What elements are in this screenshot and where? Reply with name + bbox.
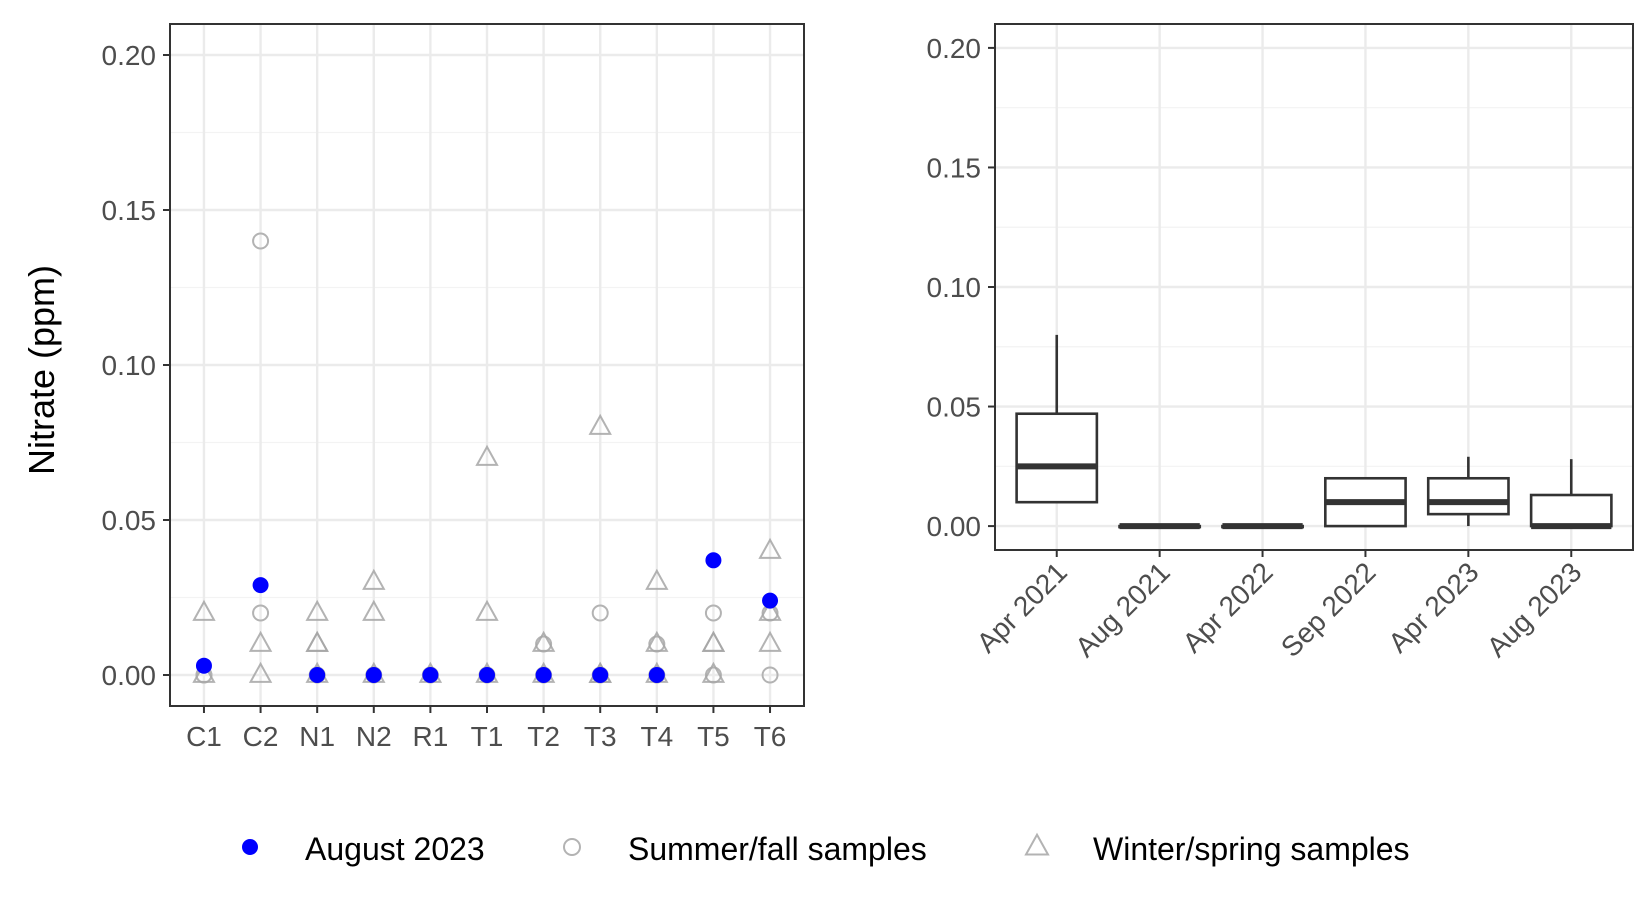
winter-point xyxy=(248,630,273,652)
x-tick-label: Apr 2022 xyxy=(1177,556,1279,658)
x-tick-label: N2 xyxy=(356,721,392,752)
y-axis-label: Nitrate (ppm) xyxy=(21,265,62,475)
august-point xyxy=(479,667,495,683)
legend-label: August 2023 xyxy=(305,831,485,867)
winter-point xyxy=(588,413,612,435)
x-tick-label: Aug 2021 xyxy=(1069,556,1176,663)
box-iqr xyxy=(1426,476,1510,516)
y-tick-label: 0.10 xyxy=(102,350,157,381)
august-point xyxy=(592,667,609,683)
winter-point xyxy=(305,630,329,652)
winter-point xyxy=(475,444,499,466)
winter-point xyxy=(701,661,726,683)
x-tick-label: T1 xyxy=(471,721,504,752)
winter-point xyxy=(645,630,669,652)
y-tick-label: 0.20 xyxy=(927,33,982,64)
box-iqr xyxy=(1529,493,1613,528)
x-tick-label: R1 xyxy=(412,721,448,752)
summer-point xyxy=(591,604,609,622)
august-point xyxy=(309,667,326,683)
winter-point xyxy=(645,568,669,590)
legend-label: Winter/spring samples xyxy=(1093,831,1410,867)
summer-point xyxy=(252,232,270,250)
y-tick-label: 0.15 xyxy=(927,152,982,183)
winter-point xyxy=(758,630,782,652)
winter-point xyxy=(362,568,386,590)
winter-point xyxy=(475,599,499,621)
winter-point xyxy=(758,599,782,621)
winter-point xyxy=(305,599,329,621)
legend: August 2023 Summer/fall samples Winter/spr… xyxy=(242,831,1410,867)
x-tick-label: C1 xyxy=(186,721,222,752)
winter-point xyxy=(192,599,216,621)
august-point xyxy=(705,552,722,569)
winter-point xyxy=(362,599,386,621)
legend-key-winter xyxy=(1024,832,1050,856)
panel-border xyxy=(169,23,805,707)
winter-point xyxy=(701,630,726,652)
august-point xyxy=(252,577,269,594)
legend-key-august xyxy=(242,839,258,855)
x-tick-label: Apr 2023 xyxy=(1382,556,1484,658)
x-tick-label: T4 xyxy=(640,721,673,752)
x-tick-label: Apr 2021 xyxy=(971,556,1073,658)
summer-point xyxy=(704,604,722,622)
august-point xyxy=(535,667,552,683)
legend-key-summer xyxy=(563,838,581,856)
scatter-panel: 0.00 0.05 0.10 0.15 0.20 C1 C2 N1 N2 R1 T1 T2 T3 T4 T5… xyxy=(102,23,805,752)
august-point xyxy=(648,667,665,683)
y-tick-label: 0.15 xyxy=(102,195,157,226)
x-tick-label: Aug 2023 xyxy=(1481,556,1588,663)
august-point xyxy=(762,592,779,609)
august-point xyxy=(365,667,382,683)
winter-point xyxy=(248,661,273,683)
x-tick-label: Sep 2022 xyxy=(1275,556,1382,663)
winter-point xyxy=(192,661,216,683)
summer-point xyxy=(761,666,779,684)
x-tick-label: T2 xyxy=(527,721,560,752)
y-tick-label: 0.05 xyxy=(102,505,157,536)
x-tick-label: T5 xyxy=(697,721,730,752)
august-point xyxy=(195,657,212,674)
x-tick-label: C2 xyxy=(243,721,279,752)
y-tick-label: 0.00 xyxy=(102,660,157,691)
box-iqr xyxy=(1015,412,1099,504)
y-tick-label: 0.00 xyxy=(927,511,982,542)
y-tick-label: 0.05 xyxy=(927,392,982,423)
winter-point xyxy=(758,537,782,559)
y-tick-label: 0.10 xyxy=(927,272,982,303)
x-tick-label: T6 xyxy=(754,721,787,752)
summer-point xyxy=(252,604,270,622)
legend-label: Summer/fall samples xyxy=(628,831,927,867)
winter-point xyxy=(531,630,556,652)
x-tick-label: N1 xyxy=(299,721,335,752)
x-tick-label: T3 xyxy=(584,721,617,752)
august-point xyxy=(422,667,439,683)
y-tick-label: 0.20 xyxy=(102,40,157,71)
panel-border xyxy=(994,23,1634,551)
